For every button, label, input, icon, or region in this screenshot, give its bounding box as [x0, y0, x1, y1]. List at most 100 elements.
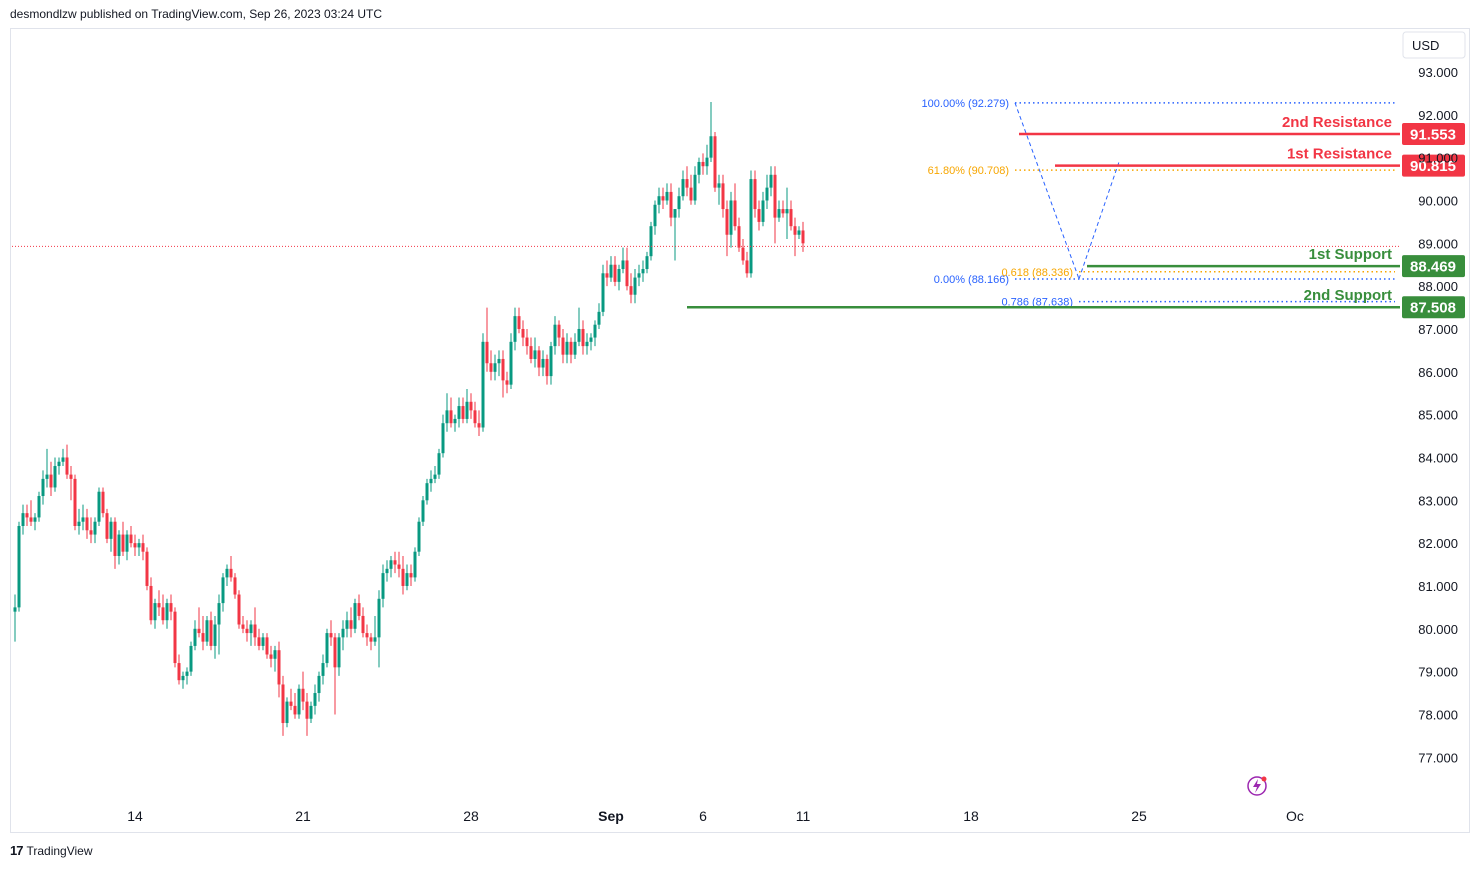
- candle-body: [629, 286, 633, 295]
- candle-body: [645, 256, 649, 270]
- candle-body: [705, 157, 709, 167]
- candle: [625, 247, 629, 291]
- candle-body: [241, 624, 245, 629]
- candle: [217, 594, 221, 655]
- candle: [405, 564, 409, 591]
- candle: [37, 491, 41, 522]
- price-tick-label: 88.000: [1418, 279, 1458, 294]
- candle-body: [237, 594, 241, 625]
- candle-body: [729, 200, 733, 235]
- candle: [121, 521, 125, 556]
- tradingview-footer[interactable]: 17 TradingView: [10, 843, 93, 858]
- candle: [565, 333, 569, 364]
- price-tick-label: 81.000: [1418, 579, 1458, 594]
- candle-body: [497, 358, 501, 364]
- candle: [749, 170, 753, 278]
- candle: [521, 320, 525, 347]
- candle-body: [633, 277, 637, 295]
- candle: [393, 551, 397, 574]
- candle-body: [401, 568, 405, 586]
- fib-path: [1014, 102, 1080, 280]
- candle: [281, 675, 285, 736]
- candle: [465, 388, 469, 424]
- candle-body: [509, 341, 513, 385]
- candle-body: [341, 628, 345, 638]
- candle-body: [613, 264, 617, 282]
- candle-body: [329, 633, 333, 638]
- candle: [77, 508, 81, 535]
- candle-body: [65, 457, 69, 475]
- candle-body: [461, 406, 465, 419]
- candle-body: [685, 179, 689, 188]
- candle-body: [365, 633, 369, 638]
- candle-body: [189, 645, 193, 672]
- candle: [129, 525, 133, 548]
- currency-label[interactable]: USD: [1412, 38, 1439, 53]
- candle: [17, 521, 21, 612]
- candle-body: [681, 179, 685, 197]
- candle: [145, 547, 149, 591]
- lightning-icon[interactable]: [1247, 776, 1267, 796]
- candle-body: [677, 196, 681, 210]
- candle: [785, 187, 789, 240]
- fib-level-label: 100.00% (92.279): [922, 98, 1009, 110]
- level-label: 2nd Resistance: [1282, 114, 1392, 131]
- candle: [545, 354, 549, 385]
- price-tick-label: 90.000: [1418, 193, 1458, 208]
- candle: [641, 260, 645, 282]
- candle: [513, 307, 517, 351]
- candle: [365, 624, 369, 646]
- candle: [269, 645, 273, 668]
- candle: [697, 157, 701, 184]
- candle-body: [185, 671, 189, 676]
- candle-body: [565, 341, 569, 355]
- candle: [649, 221, 653, 261]
- candle: [213, 615, 217, 659]
- candle: [561, 328, 565, 364]
- candle: [249, 620, 253, 646]
- candle-body: [737, 226, 741, 248]
- candle-body: [289, 701, 293, 706]
- time-tick-label: 6: [699, 808, 707, 824]
- candle-body: [177, 663, 181, 681]
- candle-body: [25, 513, 29, 518]
- candle: [69, 466, 73, 501]
- candle: [621, 247, 625, 274]
- candle-body: [297, 688, 301, 715]
- candle: [193, 620, 197, 651]
- candle-body: [345, 620, 349, 629]
- candle-body: [213, 624, 217, 646]
- level-price-value: 87.508: [1410, 300, 1456, 317]
- candle-body: [561, 337, 565, 355]
- candle-body: [725, 209, 729, 235]
- candle-body: [49, 474, 53, 488]
- candle: [333, 633, 337, 715]
- price-tick-label: 92.000: [1418, 108, 1458, 123]
- candle: [505, 371, 509, 394]
- candle: [765, 174, 769, 210]
- candle-body: [529, 346, 533, 359]
- candle: [169, 594, 173, 621]
- candle: [277, 641, 281, 698]
- price-tick-label: 82.000: [1418, 536, 1458, 551]
- candle: [97, 487, 101, 526]
- candle-body: [377, 598, 381, 638]
- candle: [13, 594, 17, 642]
- candle: [29, 500, 33, 526]
- candle: [353, 598, 357, 634]
- candle-body: [125, 534, 129, 552]
- candle: [493, 354, 497, 381]
- candle: [609, 256, 613, 282]
- candle: [293, 693, 297, 719]
- candle: [425, 478, 429, 505]
- fib-level-label: 61.80% (90.708): [928, 165, 1009, 177]
- candle: [157, 590, 161, 616]
- price-tick-label: 93.000: [1418, 65, 1458, 80]
- candle-body: [485, 341, 489, 364]
- currency-selector[interactable]: USD: [1402, 31, 1466, 59]
- candle: [413, 547, 417, 582]
- candle-body: [669, 191, 673, 218]
- candle-body: [469, 401, 473, 411]
- candle: [741, 239, 745, 265]
